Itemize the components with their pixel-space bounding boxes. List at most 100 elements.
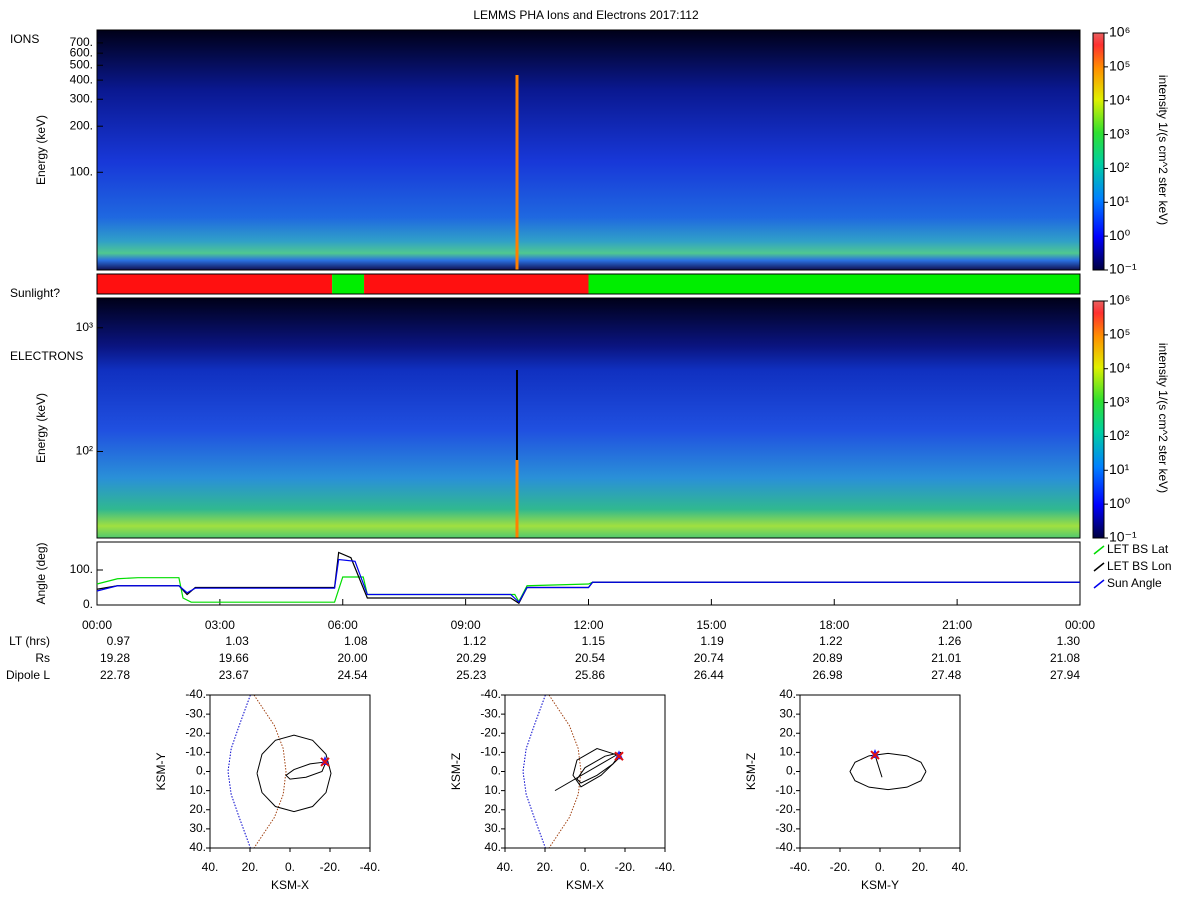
y-tick-label: -30. xyxy=(775,821,796,835)
plot-frame xyxy=(96,29,1081,271)
y-tick-label: 10. xyxy=(484,783,501,797)
colorbar-tick-label: 10⁶ xyxy=(1109,292,1130,308)
row-value: 1.30 xyxy=(1057,634,1081,648)
x-tick-label: -40. xyxy=(655,860,676,874)
y-axis-label: Energy (keV) xyxy=(34,115,48,185)
sunlight-segment xyxy=(332,274,365,294)
x-tick-label: 12:00 xyxy=(573,618,603,632)
row-label: LT (hrs) xyxy=(9,634,50,648)
y-tick-label: -40. xyxy=(480,687,501,701)
y-tick-label: 0. xyxy=(83,597,93,611)
orbit-trace xyxy=(227,694,251,849)
row-value: 20.29 xyxy=(456,651,486,665)
legend-label: LET BS Lat xyxy=(1107,542,1169,556)
x-tick-label: 40. xyxy=(952,860,969,874)
colorbar-tick-label: 10⁰ xyxy=(1109,495,1131,511)
sunlight-segment xyxy=(364,274,589,294)
plot-frame xyxy=(96,541,1081,606)
row-value: 19.28 xyxy=(100,651,130,665)
y-tick-label: 100. xyxy=(70,164,93,178)
x-tick-label: 40. xyxy=(497,860,514,874)
spacecraft-marker xyxy=(320,757,330,767)
row-value: 1.26 xyxy=(938,634,962,648)
y-axis-label: Angle (deg) xyxy=(34,542,48,604)
x-tick-label: 21:00 xyxy=(942,618,972,632)
orbit-trace xyxy=(554,751,622,792)
y-tick-label: 700. xyxy=(70,35,93,49)
x-tick-label: 20. xyxy=(912,860,929,874)
colorbar-tick-label: 10⁻¹ xyxy=(1109,529,1137,545)
y-tick-label: 400. xyxy=(70,72,93,86)
colorbar-label: intensity 1/(s cm^2 ster keV) xyxy=(1156,75,1170,225)
spacecraft-marker xyxy=(614,751,624,761)
colorbar-tick-label: 10⁵ xyxy=(1109,326,1130,342)
x-tick-label: -20. xyxy=(615,860,636,874)
orbit-trace xyxy=(253,694,287,849)
x-axis-label: KSM-X xyxy=(566,878,604,892)
spacecraft-marker xyxy=(870,750,880,760)
y-tick-label: 0. xyxy=(196,764,206,778)
colorbar-tick-label: 10⁰ xyxy=(1109,227,1131,243)
row-value: 19.66 xyxy=(219,651,249,665)
row-value: 26.44 xyxy=(694,668,724,682)
x-tick-label: 0. xyxy=(580,860,590,874)
colorbar-tick-label: 10¹ xyxy=(1109,193,1130,209)
plot-frame xyxy=(504,694,666,849)
sunlight-segment xyxy=(97,274,333,294)
x-tick-label: 15:00 xyxy=(696,618,726,632)
row-value: 27.94 xyxy=(1050,668,1080,682)
colorbar-tick-label: 10⁶ xyxy=(1109,24,1130,40)
row-value: 23.67 xyxy=(219,668,249,682)
y-tick-label: -20. xyxy=(480,725,501,739)
legend-swatch xyxy=(1093,545,1105,555)
y-tick-label: 40. xyxy=(189,840,206,854)
y-tick-label: 10² xyxy=(76,444,93,458)
legend-label: LET BS Lon xyxy=(1107,559,1172,573)
y-tick-label: 10. xyxy=(189,783,206,797)
row-label: Dipole L xyxy=(6,668,50,682)
x-tick-label: 03:00 xyxy=(205,618,235,632)
y-axis-label: Energy (keV) xyxy=(34,393,48,463)
y-tick-label: -40. xyxy=(775,840,796,854)
y-tick-label: 100. xyxy=(70,562,93,576)
plot-frame xyxy=(209,694,371,849)
y-tick-label: 500. xyxy=(70,57,93,71)
y-tick-label: -20. xyxy=(775,802,796,816)
ion-spectrogram xyxy=(97,30,1080,270)
row-value: 21.01 xyxy=(931,651,961,665)
y-tick-label: 30. xyxy=(189,821,206,835)
orbit-trace xyxy=(572,748,622,788)
colorbar-tick-label: 10⁵ xyxy=(1109,58,1130,74)
colorbar xyxy=(1092,300,1105,539)
y-tick-label: 20. xyxy=(779,725,796,739)
colorbar-tick-label: 10² xyxy=(1109,159,1130,175)
colorbar xyxy=(1092,32,1105,271)
row-value: 20.00 xyxy=(337,651,367,665)
y-tick-label: 10. xyxy=(779,745,796,759)
y-tick-label: -10. xyxy=(775,783,796,797)
y-tick-label: -10. xyxy=(185,745,206,759)
angle-line xyxy=(96,551,1080,605)
x-tick-label: -20. xyxy=(830,860,851,874)
y-axis-label: KSM-Z xyxy=(744,753,758,790)
y-tick-label: -30. xyxy=(480,706,501,720)
row-value: 20.89 xyxy=(812,651,842,665)
row-value: 21.08 xyxy=(1050,651,1080,665)
panel-label: Sunlight? xyxy=(10,286,60,300)
x-tick-label: 00:00 xyxy=(1065,618,1095,632)
row-value: 1.15 xyxy=(582,634,606,648)
y-tick-label: 20. xyxy=(189,802,206,816)
x-tick-label: 0. xyxy=(875,860,885,874)
sunlight-segment xyxy=(588,274,1080,294)
y-tick-label: 600. xyxy=(70,45,93,59)
timeline-frame xyxy=(96,273,1081,295)
y-tick-label: 200. xyxy=(70,118,93,132)
colorbar-tick-label: 10³ xyxy=(1109,125,1130,141)
row-label: Rs xyxy=(35,651,50,665)
legend-label: Sun Angle xyxy=(1107,576,1162,590)
colorbar-tick-label: 10⁻¹ xyxy=(1109,261,1137,277)
x-tick-label: -20. xyxy=(320,860,341,874)
electron-spectrogram xyxy=(97,298,1080,538)
orbit-trace xyxy=(285,761,327,780)
